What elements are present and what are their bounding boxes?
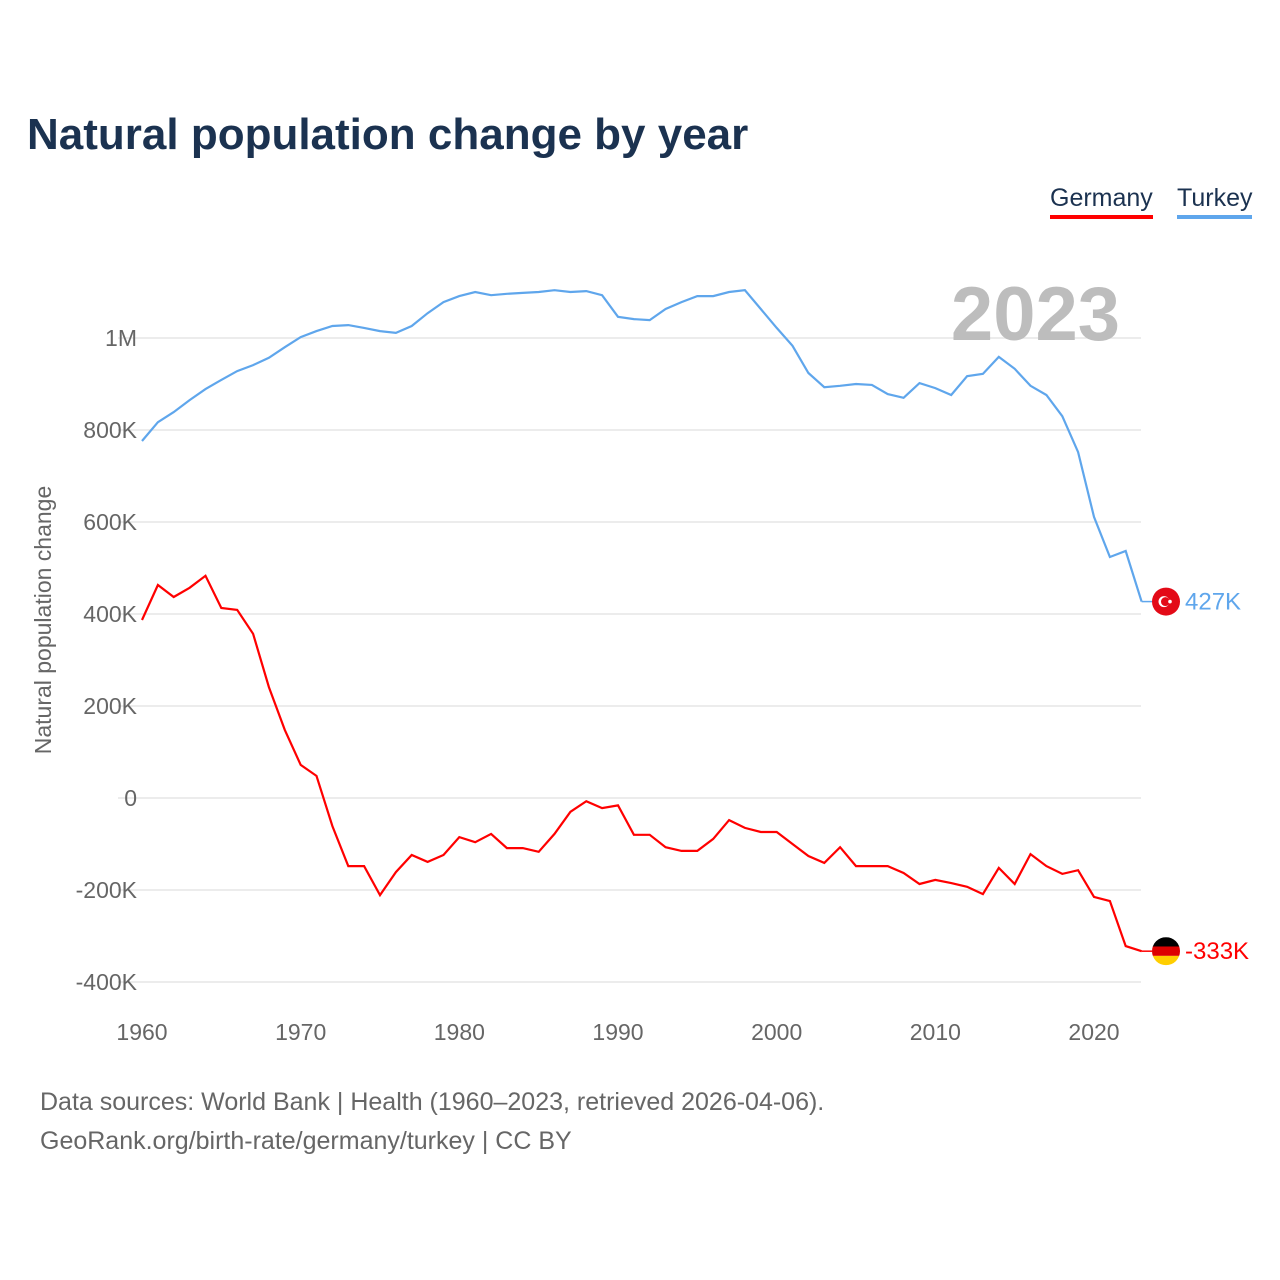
x-tick-label: 1970 — [275, 1019, 326, 1045]
series-line-turkey[interactable] — [141, 289, 1143, 602]
y-tick-label: -400K — [76, 969, 138, 995]
chart-title: Natural population change by year — [27, 110, 749, 159]
turkey-flag-icon — [1152, 587, 1180, 616]
y-tick-label: 200K — [83, 693, 137, 719]
germany-flag-icon — [1152, 937, 1180, 966]
legend-germany[interactable]: Germany — [1050, 184, 1153, 219]
x-tick-label: 2020 — [1068, 1019, 1119, 1045]
y-tick-label: 1M — [105, 325, 137, 351]
y-tick-label: 800K — [83, 417, 137, 443]
y-tick-label: -200K — [76, 877, 138, 903]
end-label-germany: -333K — [1185, 938, 1249, 965]
end-label-turkey: 427K — [1185, 589, 1241, 616]
footer-credit[interactable]: GeoRank.org/birth-rate/germany/turkey | … — [40, 1127, 572, 1155]
x-tick-label: 1960 — [116, 1019, 167, 1045]
x-tick-label: 1990 — [592, 1019, 643, 1045]
x-tick-label: 2010 — [910, 1019, 961, 1045]
y-axis-label: Natural population change — [30, 486, 56, 755]
y-tick-label: 600K — [83, 509, 137, 535]
y-tick-label: 400K — [83, 601, 137, 627]
year-label: 2023 — [951, 272, 1120, 357]
series-line-germany[interactable] — [140, 574, 1142, 953]
footer-sources: Data sources: World Bank | Health (1960–… — [40, 1088, 825, 1116]
legend-turkey[interactable]: Turkey — [1177, 184, 1253, 219]
x-tick-label: 1980 — [434, 1019, 485, 1045]
x-tick-label: 2000 — [751, 1019, 802, 1045]
y-tick-label: 0 — [124, 785, 137, 811]
